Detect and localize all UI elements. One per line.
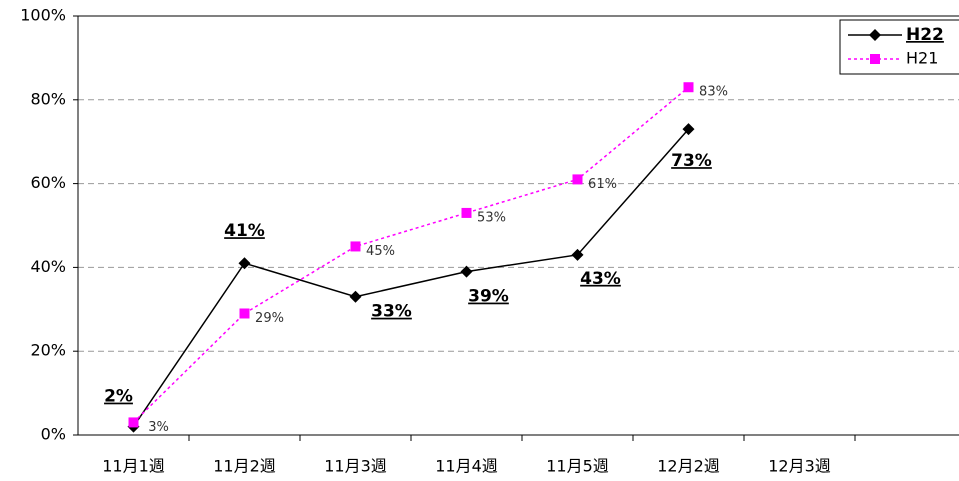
data-label: 53% (477, 210, 506, 225)
series-line (132, 86, 689, 423)
legend-marker (869, 29, 881, 41)
marker (682, 123, 695, 136)
marker (683, 82, 694, 93)
marker (238, 257, 251, 270)
data-label: 3% (148, 420, 169, 435)
data-label: 41% (224, 221, 265, 241)
marker (461, 207, 472, 218)
data-label: 73% (671, 151, 712, 171)
y-tick-label: 60% (30, 173, 66, 192)
y-tick-label: 20% (30, 341, 66, 360)
data-label: 33% (371, 302, 412, 322)
marker (128, 417, 139, 428)
marker (460, 265, 473, 278)
legend-label: H22 (906, 25, 944, 45)
y-tick-label: 0% (41, 425, 66, 444)
x-tick-label: 11月2週 (213, 457, 276, 476)
data-label: 61% (588, 177, 617, 192)
data-label: 45% (366, 244, 395, 259)
plot-border (77, 15, 959, 436)
x-tick-label: 12月3週 (768, 457, 831, 476)
x-tick-label: 11月3週 (324, 457, 387, 476)
x-tick-label: 12月2週 (657, 457, 720, 476)
data-label: 43% (580, 269, 621, 289)
marker (350, 241, 361, 252)
legend-marker (870, 54, 880, 64)
marker (349, 290, 362, 303)
marker (571, 248, 584, 261)
marker (572, 174, 583, 185)
data-label: 39% (468, 287, 509, 307)
y-tick-label: 80% (30, 89, 66, 108)
series-line (132, 128, 690, 428)
data-label: 2% (104, 387, 133, 407)
y-tick-label: 100% (20, 6, 66, 25)
legend-box (839, 19, 959, 75)
legend-label: H21 (906, 49, 938, 68)
marker (239, 308, 250, 319)
x-tick-label: 11月1週 (102, 457, 165, 476)
data-label: 83% (699, 85, 728, 100)
x-tick-label: 11月5週 (546, 457, 609, 476)
data-label: 29% (255, 311, 284, 326)
y-tick-label: 40% (30, 257, 66, 276)
x-tick-label: 11月4週 (435, 457, 498, 476)
